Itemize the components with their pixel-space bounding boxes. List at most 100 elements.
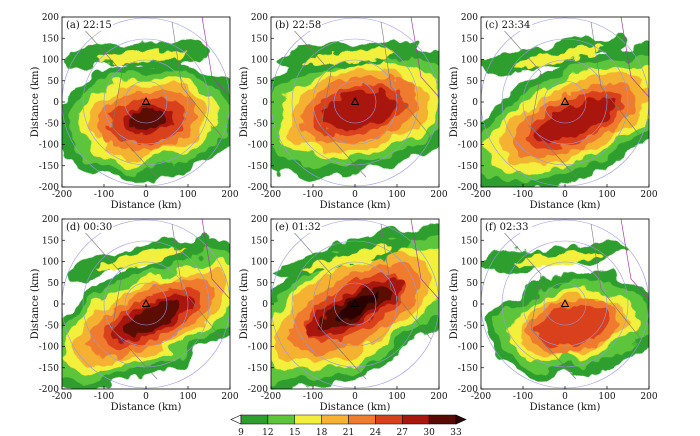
y-tick-label: -100 — [458, 343, 478, 353]
colorbar-segment — [267, 414, 295, 425]
x-tick-label: 100 — [598, 190, 615, 200]
y-tick-label: -150 — [39, 162, 59, 172]
radar-site-icon — [141, 96, 151, 105]
x-tick-label: -200 — [471, 190, 491, 200]
y-tick-label: 0 — [472, 300, 478, 310]
north-echo-core — [304, 246, 394, 272]
y-tick-label: -150 — [458, 162, 478, 172]
colorbar-segment — [294, 414, 322, 425]
boundary-lines — [500, 223, 642, 380]
y-tick-label: 150 — [251, 236, 268, 246]
y-tick-label: -200 — [248, 385, 268, 395]
radar-site-icon — [350, 96, 360, 105]
y-tick-label: 150 — [461, 236, 478, 246]
y-axis-label: Distance (km) — [239, 268, 250, 339]
colorbar-tick-label: 33 — [450, 428, 462, 436]
boundary-lines — [500, 21, 642, 178]
x-tick-label: -200 — [52, 392, 72, 402]
y-tick-label: 150 — [251, 34, 268, 44]
x-tick-label: -100 — [94, 190, 114, 200]
echo-core-9 — [332, 294, 378, 322]
panel-e: -200 -100 0 100 200 200 150 100 50 0 -50 -100 -150 -2… — [239, 215, 448, 413]
x-tick-label: 200 — [430, 392, 447, 402]
x-tick-label: -100 — [303, 392, 323, 402]
radar-site-icon — [560, 96, 570, 105]
range-ring — [522, 59, 608, 145]
y-tick-label: -50 — [45, 119, 60, 129]
y-tick-label: -200 — [39, 385, 59, 395]
reflectivity-field — [271, 17, 439, 187]
radar-site-icon — [560, 298, 570, 307]
x-axis-label: Distance (km) — [111, 200, 182, 211]
reflectivity-field — [481, 17, 649, 187]
boundary-lines — [290, 21, 432, 178]
y-tick-label: -200 — [248, 183, 268, 193]
y-tick-label: 200 — [42, 215, 59, 225]
y-tick-label: 150 — [42, 34, 59, 44]
x-tick-label: 100 — [388, 190, 405, 200]
province-boundary — [620, 219, 649, 300]
y-tick-label: 200 — [461, 215, 478, 225]
range-ring — [543, 80, 587, 124]
echo-core-8 — [129, 109, 167, 131]
x-tick-label: 0 — [562, 392, 568, 402]
colorbar-segment — [348, 414, 376, 425]
x-tick-label: -100 — [94, 392, 114, 402]
y-tick-label: -100 — [248, 343, 268, 353]
panel-b: -200 -100 0 100 200 200 150 100 50 0 -50 -100 -150 -2… — [239, 13, 448, 211]
y-tick-label: 100 — [42, 56, 59, 66]
echo-core-7 — [321, 90, 397, 130]
panel-label: (c) 23:34 — [485, 20, 530, 31]
x-tick-label: -200 — [471, 392, 491, 402]
y-tick-label: -200 — [39, 183, 59, 193]
y-tick-label: 200 — [251, 13, 268, 23]
colorbar-tick-label: 27 — [397, 428, 409, 436]
x-axis-label: Distance (km) — [530, 402, 601, 413]
y-axis-label: Distance (km) — [30, 268, 41, 339]
colorbar-low-triangle — [230, 414, 242, 425]
y-tick-label: -150 — [39, 364, 59, 374]
colorbar-tick-label: 24 — [370, 428, 382, 436]
panel-label-bg — [272, 18, 322, 31]
range-ring — [124, 282, 168, 326]
panel-label: (e) 01:32 — [275, 222, 321, 233]
x-tick-label: 200 — [221, 392, 238, 402]
y-tick-label: -100 — [39, 141, 59, 151]
echo-band-red — [537, 305, 609, 347]
y-tick-label: -150 — [248, 364, 268, 374]
reflectivity-field — [271, 219, 439, 389]
reflectivity-field — [481, 219, 649, 389]
x-tick-label: 100 — [179, 190, 196, 200]
y-tick-label: -50 — [254, 321, 269, 331]
y-tick-label: 150 — [42, 236, 59, 246]
y-tick-label: 100 — [251, 258, 268, 268]
y-tick-label: 0 — [472, 98, 478, 108]
y-tick-label: -50 — [254, 119, 269, 129]
colorbar-tick-label: 12 — [262, 428, 273, 436]
panel-label-bg — [482, 18, 532, 31]
x-axis-label: Distance (km) — [320, 402, 391, 413]
y-tick-label: -100 — [458, 141, 478, 151]
panel-label: (b) 22:58 — [275, 20, 321, 31]
panel-label: (f) 02:33 — [485, 222, 529, 233]
y-tick-label: 0 — [262, 300, 268, 310]
x-tick-label: -100 — [303, 190, 323, 200]
y-tick-label: 0 — [53, 300, 59, 310]
colorbar-tick-label: 30 — [423, 428, 435, 436]
x-tick-label: -100 — [513, 190, 533, 200]
range-ring — [543, 282, 587, 326]
colorbar-tick-label: 18 — [316, 428, 328, 436]
range-ring — [522, 261, 608, 347]
echo-core-8 — [121, 300, 183, 336]
province-boundary — [410, 219, 439, 300]
y-tick-label: 100 — [42, 258, 59, 268]
y-tick-label: -100 — [39, 343, 59, 353]
y-tick-label: 50 — [257, 77, 269, 87]
x-tick-label: -200 — [261, 392, 281, 402]
y-tick-label: 50 — [48, 77, 60, 87]
y-tick-label: 200 — [42, 13, 59, 23]
y-tick-label: 200 — [461, 13, 478, 23]
province-boundary — [201, 17, 230, 98]
province-boundary — [410, 17, 439, 98]
